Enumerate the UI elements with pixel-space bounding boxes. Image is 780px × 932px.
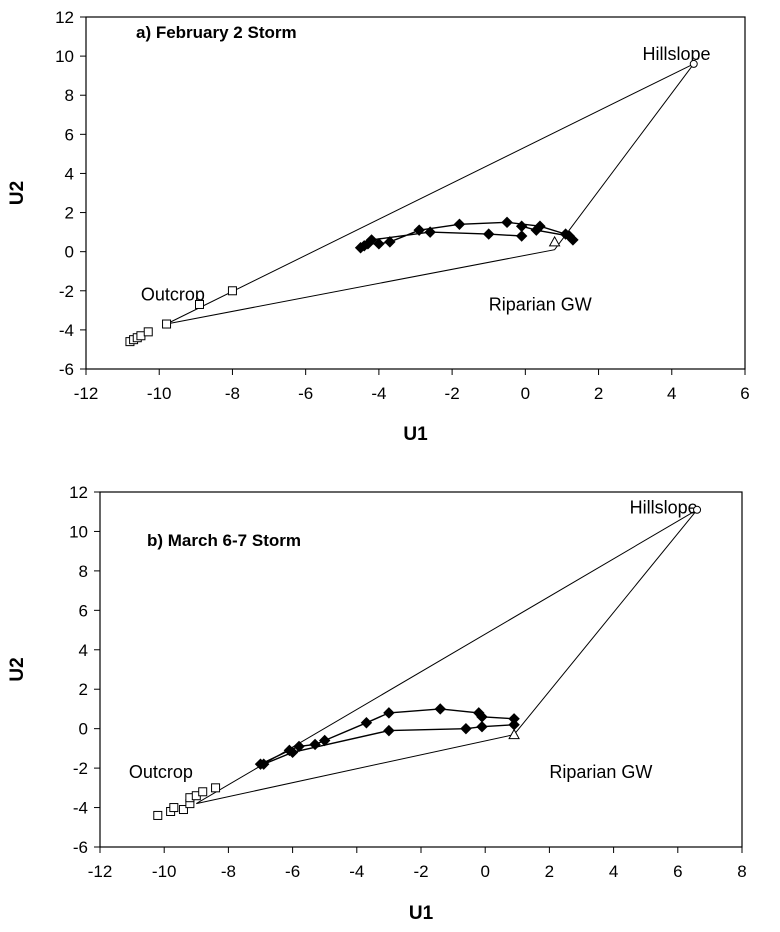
x-tick-label: -4 xyxy=(371,384,386,403)
x-tick-label: 6 xyxy=(673,862,682,881)
y-tick-label: 12 xyxy=(69,483,88,502)
y-tick-label: 4 xyxy=(79,641,88,660)
outcrop-square-point xyxy=(143,327,153,337)
streamwater-diamond-point xyxy=(258,758,270,770)
streamwater-path-line xyxy=(260,708,515,765)
outcrop-square-point xyxy=(178,805,188,815)
x-tick-label: -10 xyxy=(147,384,172,403)
x-tick-label: -2 xyxy=(445,384,460,403)
annotation-outcrop: Outcrop xyxy=(129,762,193,782)
streamwater-diamond-point xyxy=(515,220,528,232)
streamwater-diamond-point xyxy=(501,216,513,229)
streamwater-diamond-point xyxy=(383,724,395,737)
chart-title: a) February 2 Storm xyxy=(136,23,297,42)
streamwater-diamond-point xyxy=(563,230,575,242)
x-tick-label: -12 xyxy=(74,384,99,403)
streamwater-diamond-point xyxy=(460,722,472,735)
streamwater-diamond-point xyxy=(286,746,299,759)
x-tick-label: 2 xyxy=(545,862,554,881)
y-tick-label: 10 xyxy=(69,522,88,541)
hillslope-circle-point xyxy=(689,59,698,68)
end-member-triangle xyxy=(166,63,695,325)
streamwater-diamond-point xyxy=(358,240,370,252)
x-tick-label: 2 xyxy=(594,384,603,403)
streamwater-diamond-point xyxy=(373,238,385,250)
y-tick-label: -2 xyxy=(73,759,88,778)
streamwater-diamond-point xyxy=(318,734,331,747)
streamwater-diamond-point xyxy=(476,720,488,733)
x-axis-label: U1 xyxy=(409,903,434,924)
outcrop-square-point xyxy=(136,331,146,341)
x-tick-label: -6 xyxy=(298,384,313,403)
streamwater-diamond-point xyxy=(483,228,495,240)
y-tick-label: 8 xyxy=(79,562,88,581)
x-tick-label: -12 xyxy=(88,862,113,881)
panel-b-march-storm: -12 -10 -8 -6 -4 -2 0 2 4 6 8 -6 -4 -2 0 2 4 6 8 10 12 U1 U2 b)… xyxy=(7,483,747,924)
outcrop-square-point xyxy=(162,319,172,329)
x-tick-label: 0 xyxy=(521,384,530,403)
streamwater-diamond-point xyxy=(508,719,520,731)
x-tick-label: 6 xyxy=(740,384,749,403)
outcrop-square-point xyxy=(169,803,179,813)
x-tick-label: -2 xyxy=(413,862,428,881)
annotation-riparian-gw: Riparian GW xyxy=(489,294,592,314)
y-axis-label: U2 xyxy=(7,181,28,205)
y-tick-label: 0 xyxy=(65,243,74,262)
streamwater-diamond-point xyxy=(309,738,321,751)
annotation-riparian-gw: Riparian GW xyxy=(549,762,652,782)
streamwater-diamond-point xyxy=(293,740,305,753)
y-tick-label: 4 xyxy=(65,164,74,183)
outcrop-square-point xyxy=(194,299,204,309)
outcrop-square-point xyxy=(211,783,221,793)
y-tick-label: -2 xyxy=(59,282,74,301)
panel-a-february-storm: -12 -10 -8 -6 -4 -2 0 2 4 6 -6 -4 -2 0 2 4 6 8 10 12 U1 U2 a) … xyxy=(7,8,750,445)
outcrop-square-point xyxy=(227,286,237,296)
streamwater-diamond-point xyxy=(530,224,543,236)
streamwater-diamond-point xyxy=(360,717,373,729)
y-tick-label: -4 xyxy=(59,321,74,340)
riparian-triangle-point xyxy=(548,235,561,247)
y-tick-label: 0 xyxy=(79,720,88,739)
y-tick-label: 8 xyxy=(65,86,74,105)
x-tick-label: -8 xyxy=(221,862,236,881)
annotation-hillslope: Hillslope xyxy=(630,498,698,518)
x-tick-label: -10 xyxy=(152,862,177,881)
y-tick-label: 10 xyxy=(55,47,74,66)
y-tick-label: -6 xyxy=(59,360,74,379)
outcrop-square-point xyxy=(198,787,208,797)
y-tick-label: 2 xyxy=(79,680,88,699)
x-tick-label: -4 xyxy=(349,862,364,881)
streamwater-diamond-point xyxy=(413,224,425,236)
streamwater-diamond-point xyxy=(434,703,446,715)
x-tick-label: -6 xyxy=(285,862,300,881)
streamwater-diamond-point xyxy=(383,707,395,719)
end-member-triangle xyxy=(196,509,698,805)
x-axis-label: U1 xyxy=(403,424,428,445)
y-tick-label: -6 xyxy=(73,838,88,857)
annotation-outcrop: Outcrop xyxy=(141,285,205,305)
streamwater-diamond-point xyxy=(453,218,466,230)
y-axis-label: U2 xyxy=(7,657,28,681)
outcrop-square-point xyxy=(153,810,163,820)
y-tick-label: 12 xyxy=(55,8,74,27)
y-tick-label: -4 xyxy=(73,799,88,818)
y-tick-label: 6 xyxy=(79,601,88,620)
x-tick-label: 8 xyxy=(737,862,746,881)
annotation-hillslope: Hillslope xyxy=(642,44,710,64)
streamwater-diamond-point xyxy=(424,226,436,238)
streamwater-diamond-point xyxy=(384,236,396,248)
streamwater-diamond-point xyxy=(515,230,528,242)
x-tick-label: 4 xyxy=(609,862,618,881)
plot-frame xyxy=(85,16,746,370)
streamwater-diamond-point xyxy=(365,234,378,246)
x-tick-label: -8 xyxy=(225,384,240,403)
chart-title: b) March 6-7 Storm xyxy=(147,531,301,550)
hillslope-circle-point xyxy=(693,505,702,514)
y-tick-label: 2 xyxy=(65,204,74,223)
y-tick-label: 6 xyxy=(65,125,74,144)
riparian-triangle-point xyxy=(508,728,520,740)
x-tick-label: 0 xyxy=(480,862,489,881)
x-tick-label: 4 xyxy=(667,384,676,403)
